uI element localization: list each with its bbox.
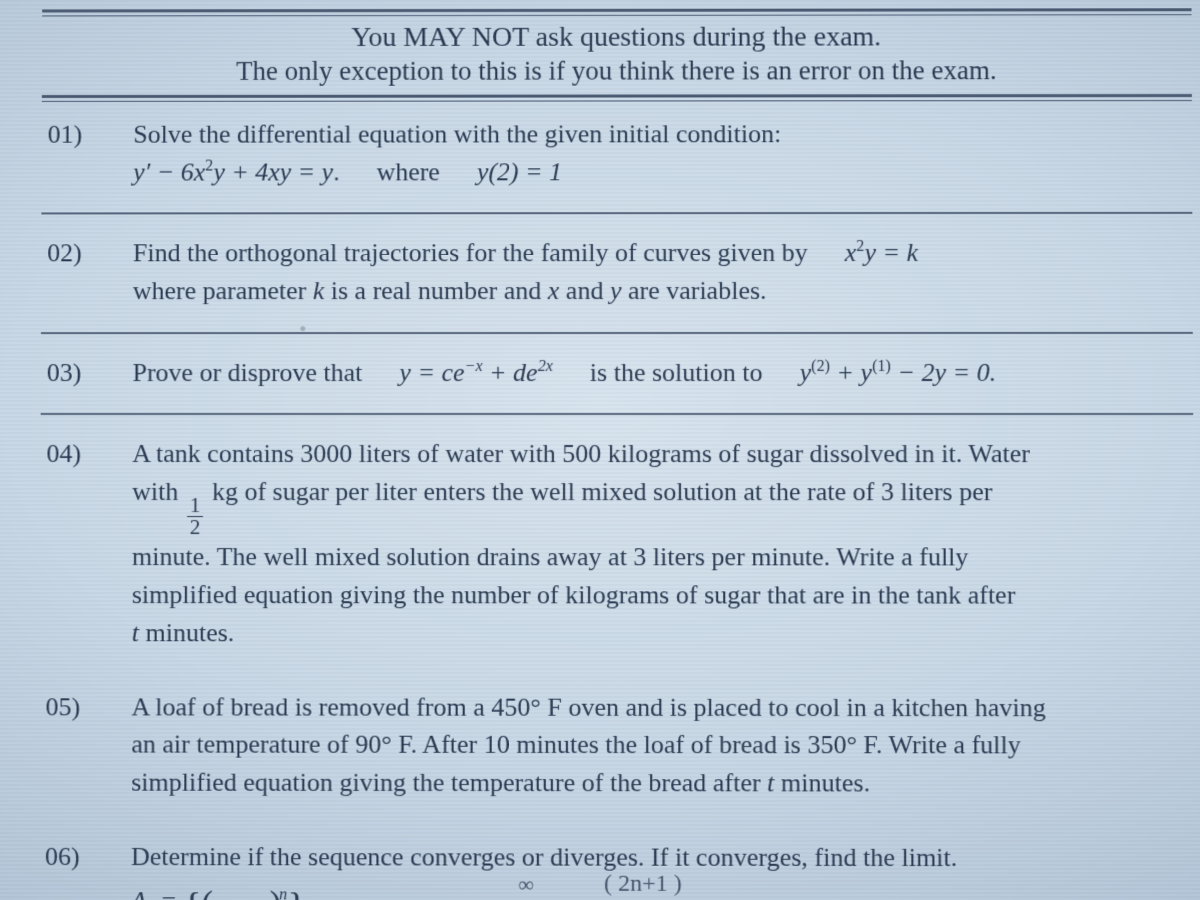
header-line-1: You MAY NOT ask questions during the exa… bbox=[52, 21, 1182, 54]
q02-and: and bbox=[559, 276, 610, 305]
q05-s3a: simplified equation giving the temperatu… bbox=[131, 768, 767, 798]
question-03: 03) Prove or disprove that y = ce−x + de… bbox=[41, 344, 1193, 404]
q02-x: x bbox=[845, 238, 857, 267]
paren-open-icon: ( bbox=[201, 885, 213, 900]
q06-A: A bbox=[131, 886, 147, 900]
q04-s2b: kg of sugar per liter enters the well mi… bbox=[205, 477, 992, 506]
q05-s3b: minutes. bbox=[774, 768, 870, 797]
q05-t: t bbox=[767, 768, 774, 797]
q03-ode-a: y bbox=[800, 358, 812, 387]
question-number: 03) bbox=[41, 354, 105, 392]
q02-l2c: are variables. bbox=[621, 276, 766, 305]
question-body: A tank contains 3000 liters of water wit… bbox=[132, 435, 1178, 652]
q01-cond: y(2) = 1 bbox=[477, 157, 562, 186]
top-double-rule bbox=[42, 8, 1191, 16]
q01-dot: . bbox=[333, 157, 340, 186]
q03-ode-s2: (2) bbox=[811, 358, 830, 375]
frac-num: 1 bbox=[187, 495, 204, 517]
exam-header: You MAY NOT ask questions during the exa… bbox=[42, 19, 1192, 93]
q06-eq: = bbox=[155, 886, 183, 900]
question-number: 06) bbox=[39, 837, 103, 900]
q04-s4: simplified equation giving the number of… bbox=[132, 576, 1178, 614]
q04-s2a: with bbox=[132, 477, 185, 506]
question-number: 02) bbox=[41, 235, 105, 310]
q01-line1: Solve the differential equation with the… bbox=[133, 115, 1176, 153]
question-body: Solve the differential equation with the… bbox=[133, 115, 1176, 191]
q04-s1: A tank contains 3000 liters of water wit… bbox=[132, 435, 1177, 473]
q01-where: where bbox=[377, 157, 440, 186]
q05-s3: simplified equation giving the temperatu… bbox=[131, 763, 1178, 802]
q05-s2: an air temperature of 90° F. After 10 mi… bbox=[131, 726, 1178, 765]
q04-s5b: minutes. bbox=[139, 618, 234, 647]
question-01: 01) Solve the differential equation with… bbox=[41, 105, 1192, 203]
q03-ode-c: − 2y = 0. bbox=[891, 358, 996, 387]
frac-den: 2 bbox=[187, 517, 204, 538]
q02-l1a: Find the orthogonal trajectories for the… bbox=[133, 238, 808, 267]
q02-line1: Find the orthogonal trajectories for the… bbox=[133, 234, 1177, 272]
q03-ode-s1: (1) bbox=[872, 358, 891, 375]
question-05: 05) A loaf of bread is removed from a 45… bbox=[39, 678, 1195, 815]
q02-k: k bbox=[313, 276, 325, 305]
question-body: Find the orthogonal trajectories for the… bbox=[133, 234, 1177, 310]
question-number: 05) bbox=[39, 688, 103, 802]
q06-outer-exp: n bbox=[279, 887, 287, 900]
q03-sol-b: + de bbox=[483, 358, 538, 387]
cutoff-fragment: ∞ ( 2n+1 ) bbox=[518, 871, 682, 898]
question-number: 01) bbox=[41, 116, 105, 191]
exam-page: You MAY NOT ask questions during the exa… bbox=[0, 0, 1200, 900]
brace-open-icon: { bbox=[183, 886, 202, 900]
q02-l2b: is a real number and bbox=[324, 276, 548, 305]
q01-eq-b: y + 4xy = y bbox=[213, 157, 333, 186]
q03-sol-a: y = ce bbox=[399, 358, 464, 387]
q02-x2: x bbox=[548, 276, 560, 305]
rule-1 bbox=[41, 212, 1192, 215]
rule-2 bbox=[41, 332, 1193, 334]
rule-3 bbox=[41, 413, 1194, 415]
q02-y: y bbox=[610, 276, 622, 305]
brace-close-icon: } bbox=[287, 886, 306, 900]
question-body: Prove or disprove that y = ce−x + de2x i… bbox=[133, 354, 1177, 392]
q01-eq-a: y′ − 6x bbox=[133, 157, 205, 186]
q03-is-sol: is the solution to bbox=[590, 358, 763, 387]
header-bottom-rule bbox=[42, 94, 1192, 102]
q02-yk: y = k bbox=[864, 238, 918, 267]
q01-equation: y′ − 6x2y + 4xy = y. where y(2) = 1 bbox=[133, 153, 1176, 191]
header-line-2: The only exception to this is if you thi… bbox=[52, 55, 1182, 87]
q02-line2: where parameter k is a real number and x… bbox=[133, 272, 1177, 310]
q04-s2: with 12 kg of sugar per liter enters the… bbox=[132, 473, 1178, 539]
q03-ode-b: + y bbox=[830, 358, 872, 387]
cutoff-text: ( 2n+1 ) bbox=[604, 871, 682, 898]
question-number: 04) bbox=[40, 435, 105, 651]
q02-l2a: where parameter bbox=[133, 276, 313, 305]
fraction-half: 12 bbox=[187, 495, 204, 539]
infinity-symbol-icon: ∞ bbox=[518, 872, 534, 898]
q05-s1: A loaf of bread is removed from a 450° F… bbox=[131, 688, 1178, 727]
question-body: A loaf of bread is removed from a 450° F… bbox=[131, 688, 1178, 803]
dust-speck-icon bbox=[300, 326, 305, 331]
q03-sup1: −x bbox=[465, 358, 483, 375]
question-04: 04) A tank contains 3000 liters of water… bbox=[40, 425, 1194, 664]
q04-s3: minute. The well mixed solution drains a… bbox=[132, 538, 1178, 576]
question-02: 02) Find the orthogonal trajectories for… bbox=[41, 224, 1193, 322]
q03-lead: Prove or disprove that bbox=[133, 358, 363, 387]
q04-s5: t minutes. bbox=[132, 614, 1178, 652]
q03-sup2: 2x bbox=[538, 358, 553, 375]
